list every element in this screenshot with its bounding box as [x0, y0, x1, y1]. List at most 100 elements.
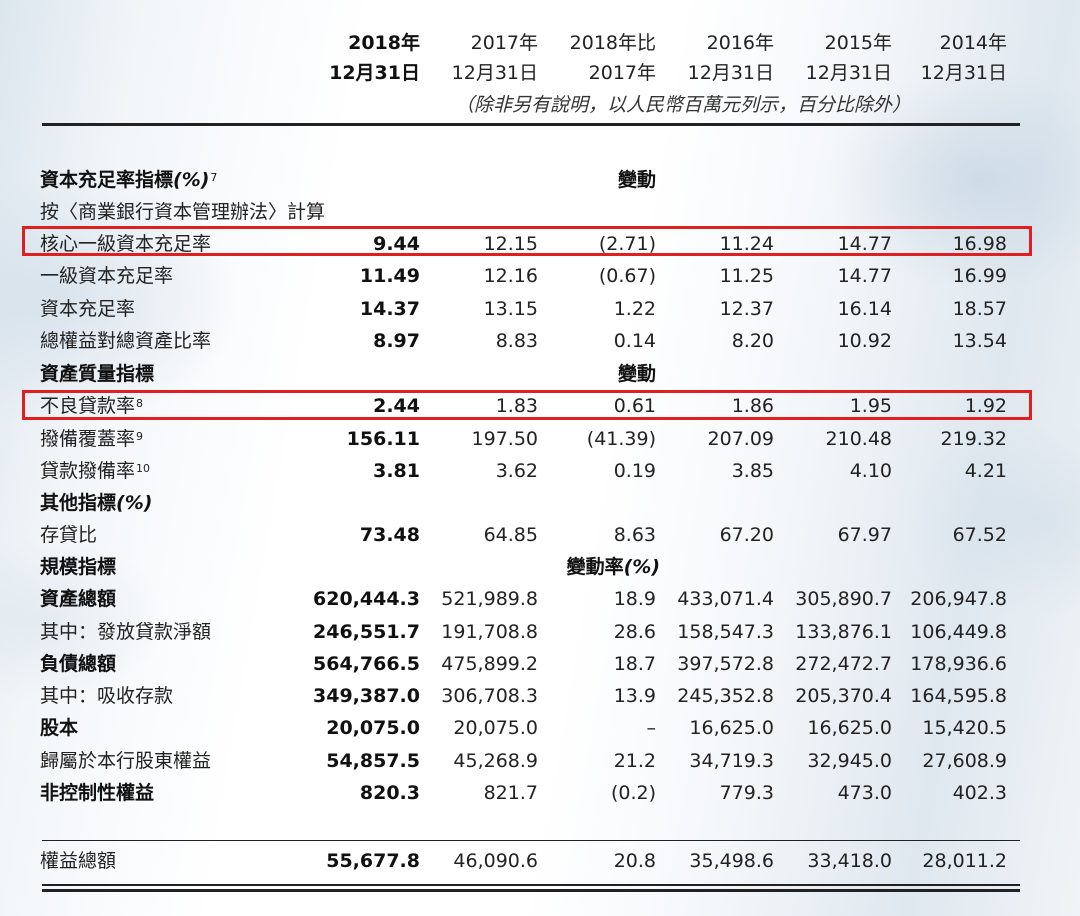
row-label: 核心一級資本充足率 [40, 233, 212, 255]
table-cell: 45,268.9 [453, 750, 538, 772]
units-note: （除非另有說明，以人民幣百萬元列示，百分比除外） [455, 94, 912, 116]
table-cell: 219.32 [940, 428, 1007, 450]
table-cell: 28.6 [613, 621, 656, 643]
table-cell: 306,708.3 [441, 685, 538, 707]
row-label: 資產總額 [40, 588, 117, 610]
highlight-box-npl [22, 390, 1032, 420]
table-cell: 21.2 [613, 750, 656, 772]
table-cell: 1.95 [849, 395, 892, 417]
table-cell: 475,899.2 [441, 653, 538, 675]
row-label: 不良貸款率8 [40, 395, 144, 417]
table-cell: 28,011.2 [922, 850, 1007, 872]
section-capital-title: 資本充足率指標(%)7 [40, 169, 218, 191]
row-label: 股本 [40, 717, 79, 739]
table-cell: 8.63 [613, 524, 656, 546]
table-cell: 1.86 [731, 395, 774, 417]
table-cell: 11.24 [719, 233, 774, 255]
table-cell: 4.21 [964, 460, 1007, 482]
table-cell: 12.37 [719, 298, 774, 320]
table-cell: 13.15 [483, 298, 538, 320]
table-cell: 16.14 [837, 298, 892, 320]
table-cell: 205,370.4 [795, 685, 892, 707]
table-cell: 13.54 [952, 330, 1007, 352]
row-label: 撥備覆蓋率9 [40, 428, 144, 450]
table-cell: 245,352.8 [677, 685, 774, 707]
highlight-box-core-tier1 [22, 226, 1032, 256]
table-cell: – [646, 717, 657, 739]
table-cell: 156.11 [346, 428, 420, 450]
row-label: 權益總額 [40, 850, 117, 872]
table-cell: 820.3 [359, 782, 420, 804]
table-cell: 11.49 [359, 265, 420, 287]
table-cell: 178,936.6 [910, 653, 1007, 675]
table-cell: 14.37 [359, 298, 420, 320]
table-cell: 16,625.0 [689, 717, 774, 739]
table-cell: 11.25 [719, 265, 774, 287]
table-cell: 54,857.5 [326, 750, 420, 772]
table-cell: 1.22 [613, 298, 656, 320]
section-other-title: 其他指標(%) [40, 492, 153, 514]
table-cell: 18.57 [952, 298, 1007, 320]
table-cell: 55,677.8 [326, 850, 420, 872]
table-cell: 272,472.7 [795, 653, 892, 675]
table-cell: 16.98 [952, 233, 1007, 255]
table-cell: (0.2) [610, 782, 656, 804]
table-cell: 206,947.8 [910, 588, 1007, 610]
table-cell: 4.10 [849, 460, 892, 482]
table-cell: 67.20 [719, 524, 774, 546]
table-cell: 14.77 [837, 265, 892, 287]
table-cell: 33,418.0 [807, 850, 892, 872]
header-col1: 2018年 12月31日 [329, 32, 420, 84]
section-scale-change: 變動率(%) [566, 556, 660, 578]
table-cell: 34,719.3 [689, 750, 774, 772]
table-cell: 10.92 [837, 330, 892, 352]
row-label: 歸屬於本行股東權益 [40, 750, 212, 772]
header-rule [42, 123, 1020, 126]
table-cell: 402.3 [952, 782, 1007, 804]
table-cell: 3.62 [495, 460, 538, 482]
table-cell: 620,444.3 [313, 588, 420, 610]
row-label: 總權益對總資產比率 [40, 330, 212, 352]
row-label: 存貸比 [40, 524, 98, 546]
table-cell: 821.7 [483, 782, 538, 804]
table-cell: 564,766.5 [313, 653, 420, 675]
table-cell: 133,876.1 [795, 621, 892, 643]
table-cell: 15,420.5 [922, 717, 1007, 739]
table-cell: 18.9 [613, 588, 656, 610]
header-col3: 2018年比 2017年 [569, 32, 656, 84]
table-cell: 14.77 [837, 233, 892, 255]
table-cell: 1.83 [495, 395, 538, 417]
table-cell: 16,625.0 [807, 717, 892, 739]
table-cell: 67.52 [952, 524, 1007, 546]
table-cell: 18.7 [613, 653, 656, 675]
row-label: 其中：吸收存款 [40, 685, 174, 707]
table-cell: 521,989.8 [441, 588, 538, 610]
table-cell: 0.61 [613, 395, 656, 417]
table-cell: (41.39) [586, 428, 656, 450]
table-cell: 13.9 [613, 685, 656, 707]
total-rule-top [42, 840, 1020, 841]
table-cell: 12.16 [483, 265, 538, 287]
table-cell: (2.71) [598, 233, 656, 255]
section-asset-quality-change: 變動 [617, 363, 656, 385]
section-capital-change: 變動 [617, 169, 656, 191]
total-rule-bottom-2 [42, 889, 1020, 892]
table-cell: 3.81 [373, 460, 420, 482]
table-cell: 8.83 [495, 330, 538, 352]
total-rule-bottom-1 [42, 884, 1020, 886]
table-cell: 73.48 [359, 524, 420, 546]
table-cell: (0.67) [598, 265, 656, 287]
table-cell: 20.8 [613, 850, 656, 872]
table-cell: 0.19 [613, 460, 656, 482]
table-cell: 207.09 [707, 428, 774, 450]
table-cell: 349,387.0 [313, 685, 420, 707]
table-cell: 20,075.0 [326, 717, 420, 739]
table-cell: 3.85 [731, 460, 774, 482]
table-cell: 106,449.8 [910, 621, 1007, 643]
header-col5: 2015年 12月31日 [805, 32, 892, 84]
table-cell: 164,595.8 [910, 685, 1007, 707]
row-label: 負債總額 [40, 653, 117, 675]
table-cell: 210.48 [825, 428, 892, 450]
table-cell: 305,890.7 [795, 588, 892, 610]
